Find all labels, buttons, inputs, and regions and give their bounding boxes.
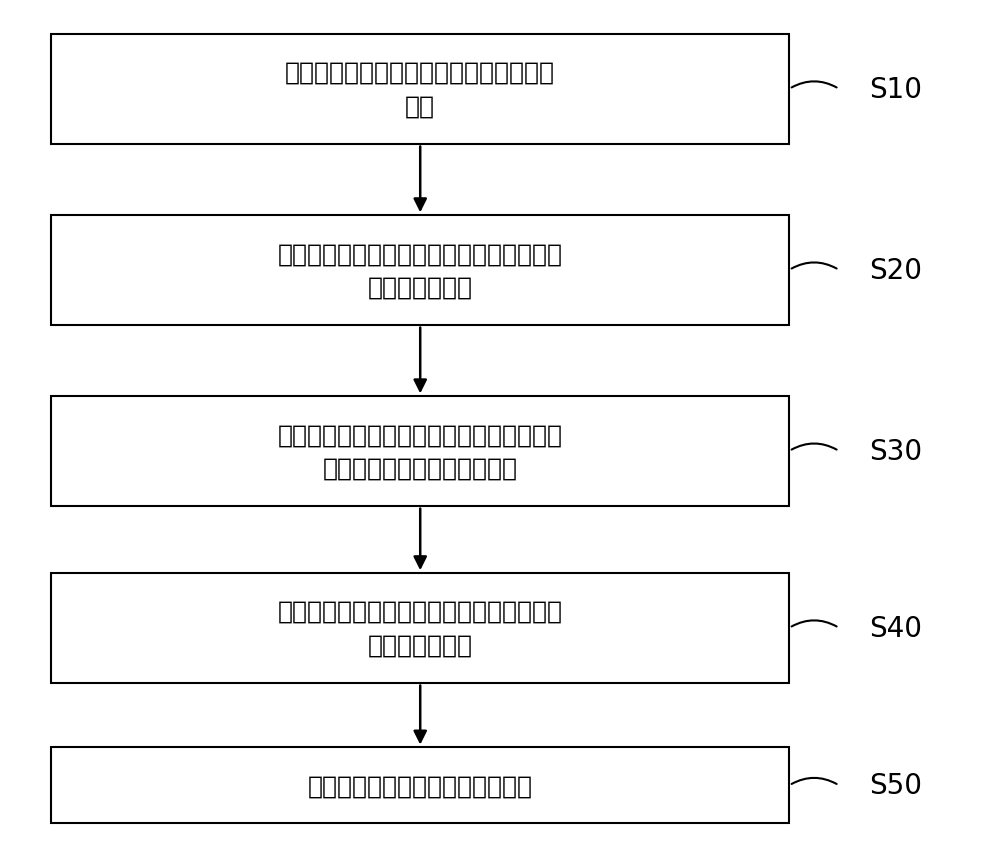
FancyBboxPatch shape [51,216,789,325]
Text: S40: S40 [869,614,922,642]
FancyBboxPatch shape [51,397,789,506]
Text: 照射具有第一波长的紫外光，使第一粘合胶
材开始第一固化: 照射具有第一波长的紫外光，使第一粘合胶 材开始第一固化 [278,242,563,300]
Text: S30: S30 [869,437,922,465]
FancyBboxPatch shape [51,748,789,823]
Text: 等待第一粘合胶材的第一固化结束: 等待第一粘合胶材的第一固化结束 [308,773,533,798]
Text: S50: S50 [869,771,922,799]
Text: 调整镜头组件与感光组件的相对位置，并将
镜头组件与第一粘合胶材接触: 调整镜头组件与感光组件的相对位置，并将 镜头组件与第一粘合胶材接触 [278,423,563,480]
Text: 照射具有第二波长的紫外光，使第一粘合胶
材完成第二固化: 照射具有第二波长的紫外光，使第一粘合胶 材完成第二固化 [278,599,563,657]
Text: S10: S10 [869,76,922,104]
Text: 将第一粘合胶材布置在感光组件的一个表
面上: 将第一粘合胶材布置在感光组件的一个表 面上 [285,61,555,118]
Text: S20: S20 [869,257,922,284]
FancyBboxPatch shape [51,35,789,144]
FancyBboxPatch shape [51,573,789,683]
